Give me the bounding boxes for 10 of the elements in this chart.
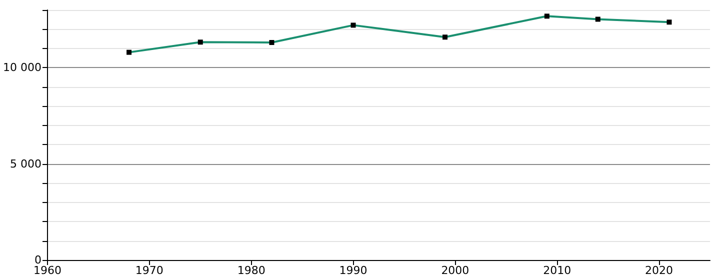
x-tick-label: 2020 bbox=[645, 264, 674, 277]
x-tick-label: 2000 bbox=[441, 264, 470, 277]
y-tick-label: 10 000 bbox=[2, 61, 42, 74]
x-tick-label: 1990 bbox=[339, 264, 368, 277]
y-tick-label: 0 bbox=[34, 254, 42, 266]
x-tick-label: 1960 bbox=[33, 264, 62, 277]
x-tick-label: 1970 bbox=[135, 264, 164, 277]
x-tick-label: 1980 bbox=[237, 264, 266, 277]
y-tick-label: 5 000 bbox=[10, 157, 42, 170]
x-tick-label: 2010 bbox=[543, 264, 572, 277]
